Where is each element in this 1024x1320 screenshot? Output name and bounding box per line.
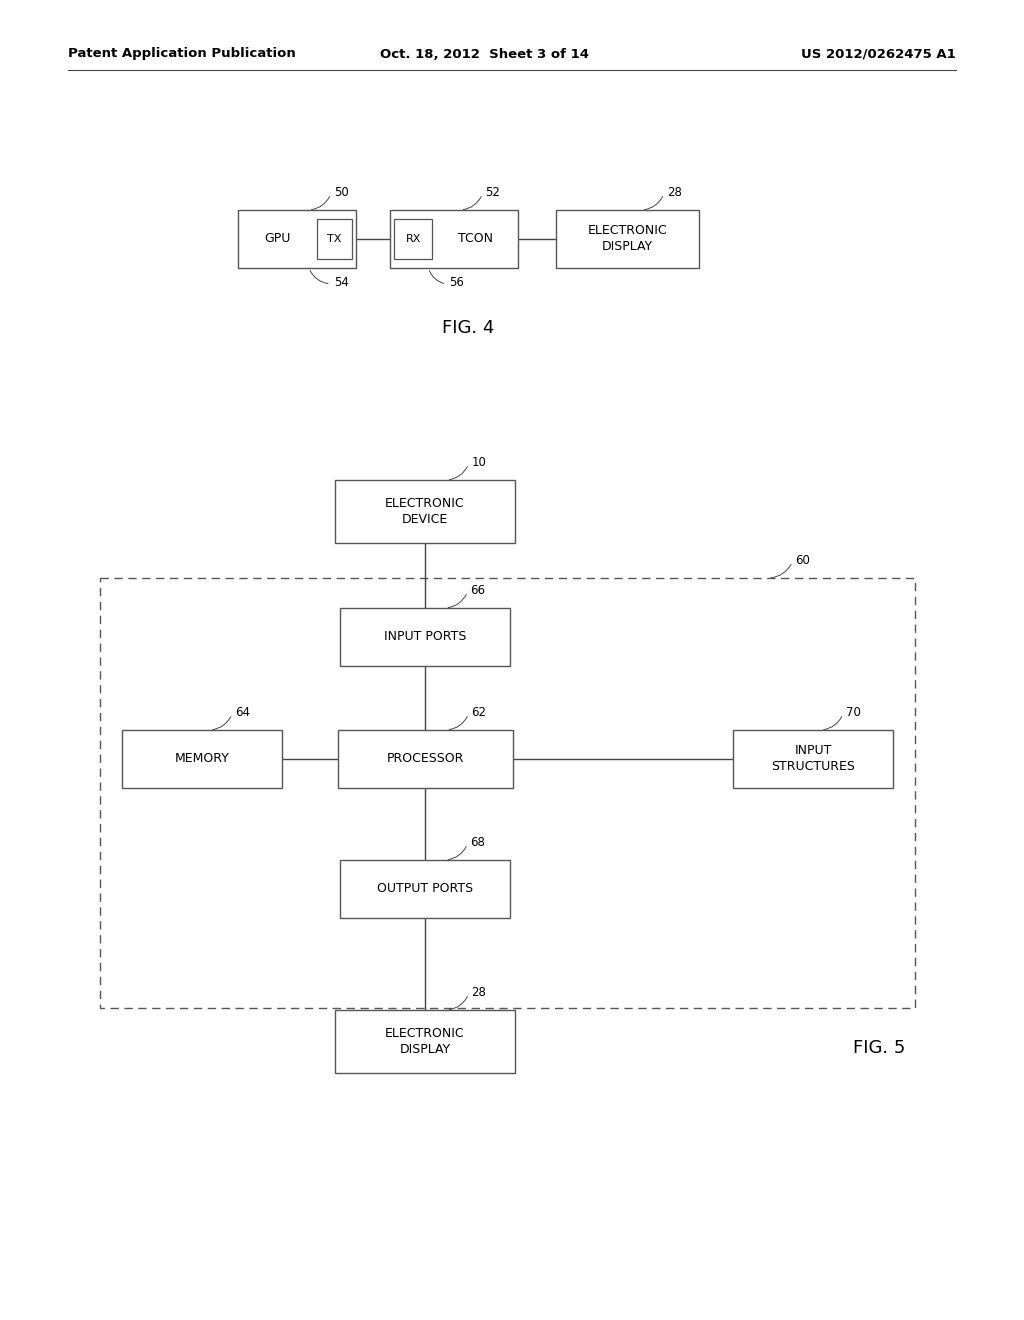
Text: FIG. 4: FIG. 4 <box>442 319 495 337</box>
Text: 28: 28 <box>667 186 682 199</box>
Text: 62: 62 <box>471 706 486 719</box>
Bar <box>238 210 356 268</box>
Bar <box>335 1010 515 1073</box>
Text: ELECTRONIC
DISPLAY: ELECTRONIC DISPLAY <box>588 224 668 253</box>
Bar <box>733 730 893 788</box>
Text: FIG. 5: FIG. 5 <box>853 1039 905 1057</box>
Bar <box>122 730 282 788</box>
Text: TX: TX <box>327 234 341 244</box>
Text: 28: 28 <box>472 986 486 999</box>
Text: 66: 66 <box>470 585 485 598</box>
Bar <box>338 730 513 788</box>
Text: PROCESSOR: PROCESSOR <box>387 752 464 766</box>
Text: TCON: TCON <box>458 232 493 246</box>
Bar <box>394 219 432 259</box>
Text: 10: 10 <box>472 457 486 470</box>
Text: MEMORY: MEMORY <box>174 752 229 766</box>
Text: 70: 70 <box>846 706 861 719</box>
Text: 52: 52 <box>485 186 501 199</box>
Text: OUTPUT PORTS: OUTPUT PORTS <box>377 883 473 895</box>
Text: 54: 54 <box>334 276 349 289</box>
Bar <box>390 210 518 268</box>
Text: INPUT PORTS: INPUT PORTS <box>384 631 466 644</box>
Bar <box>316 219 352 259</box>
Bar <box>556 210 699 268</box>
Text: INPUT
STRUCTURES: INPUT STRUCTURES <box>771 744 855 774</box>
Bar <box>340 609 510 667</box>
Bar <box>100 578 915 1008</box>
Text: 64: 64 <box>234 706 250 719</box>
Text: 50: 50 <box>334 186 348 199</box>
Text: 60: 60 <box>796 554 810 568</box>
Text: 56: 56 <box>450 276 464 289</box>
Text: US 2012/0262475 A1: US 2012/0262475 A1 <box>801 48 956 61</box>
Bar <box>340 861 510 917</box>
Text: RX: RX <box>406 234 421 244</box>
Text: GPU: GPU <box>264 232 291 246</box>
Text: ELECTRONIC
DEVICE: ELECTRONIC DEVICE <box>385 498 465 525</box>
Bar <box>335 480 515 543</box>
Text: Oct. 18, 2012  Sheet 3 of 14: Oct. 18, 2012 Sheet 3 of 14 <box>380 48 589 61</box>
Text: Patent Application Publication: Patent Application Publication <box>68 48 296 61</box>
Text: 68: 68 <box>470 837 485 850</box>
Text: ELECTRONIC
DISPLAY: ELECTRONIC DISPLAY <box>385 1027 465 1056</box>
